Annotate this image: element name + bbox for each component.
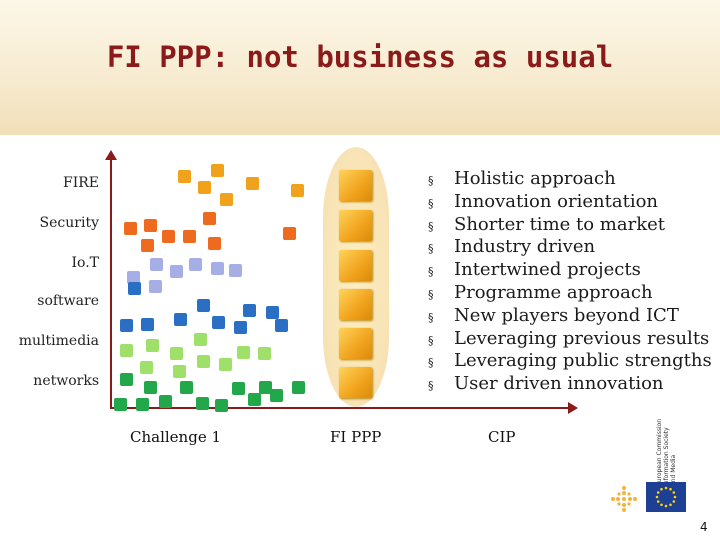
- software-project-square: [212, 316, 225, 329]
- bullet-item: § Industry driven: [428, 236, 712, 259]
- bullet-mark: §: [428, 287, 434, 301]
- software-project-square: [174, 313, 187, 326]
- fire-project-square: [178, 170, 191, 183]
- bullet-mark: §: [428, 379, 434, 393]
- software-project-square: [275, 319, 288, 332]
- networks-project-square: [196, 397, 209, 410]
- x-axis-arrow: [110, 402, 578, 414]
- fire-project-square: [246, 177, 259, 190]
- category-security: Security: [39, 215, 99, 231]
- multimedia-project-square: [170, 347, 183, 360]
- x-label-fippp: FI PPP: [330, 428, 382, 446]
- software-project-square: [243, 304, 256, 317]
- networks-project-square: [270, 389, 283, 402]
- multimedia-project-square: [197, 355, 210, 368]
- bullet-mark: §: [428, 174, 434, 187]
- bullet-item: § Holistic approach: [428, 168, 712, 191]
- multimedia-project-square: [219, 358, 232, 371]
- networks-project-square: [259, 381, 272, 394]
- y-axis-arrow: [105, 150, 117, 408]
- networks-project-square: [159, 395, 172, 408]
- security-project-square: [141, 239, 154, 252]
- networks-project-square: [232, 382, 245, 395]
- networks-project-square: [114, 398, 127, 411]
- multimedia-project-square: [146, 339, 159, 352]
- iot-project-square: [127, 271, 140, 284]
- category-software: software: [37, 293, 99, 309]
- multimedia-project-square: [173, 365, 186, 378]
- software-project-square: [234, 321, 247, 334]
- fire-project-square: [220, 193, 233, 206]
- header-band: [0, 0, 720, 135]
- networks-project-square: [136, 398, 149, 411]
- iot-project-square: [149, 280, 162, 293]
- security-project-square: [162, 230, 175, 243]
- software-project-square: [197, 299, 210, 312]
- bullet-item: § Programme approach: [428, 282, 712, 305]
- bullet-item: § Leveraging previous results: [428, 328, 712, 351]
- networks-project-square: [180, 381, 193, 394]
- bullet-mark: §: [428, 265, 434, 279]
- bullet-item: § New players beyond ICT: [428, 305, 712, 328]
- multimedia-project-square: [140, 361, 153, 374]
- x-label-challenge1: Challenge 1: [130, 428, 222, 446]
- multimedia-project-square: [258, 347, 271, 360]
- networks-project-square: [248, 393, 261, 406]
- security-project-square: [208, 237, 221, 250]
- security-project-square: [183, 230, 196, 243]
- bullet-item: § Leveraging public strengths: [428, 350, 712, 373]
- multimedia-project-square: [237, 346, 250, 359]
- multimedia-project-square: [194, 333, 207, 346]
- x-label-cip: CIP: [488, 428, 516, 446]
- fire-project-square: [291, 184, 304, 197]
- networks-project-square: [144, 381, 157, 394]
- security-project-square: [124, 222, 137, 235]
- bullet-list: § Holistic approach § Innovation orientati…: [428, 168, 712, 396]
- bullet-item: § Innovation orientation: [428, 191, 712, 214]
- bullet-item: § Intertwined projects: [428, 259, 712, 282]
- security-project-square: [144, 219, 157, 232]
- software-project-square: [120, 319, 133, 332]
- software-project-square: [141, 318, 154, 331]
- security-project-square: [203, 212, 216, 225]
- category-iot: Io.T: [71, 255, 99, 271]
- fi-ppp-square: [339, 328, 372, 359]
- networks-project-square: [120, 373, 133, 386]
- fi-ppp-square: [339, 289, 372, 320]
- bullet-mark: §: [428, 356, 434, 370]
- page-number: 4: [700, 520, 708, 534]
- bullet-item: § Shorter time to market: [428, 214, 712, 237]
- networks-project-square: [292, 381, 305, 394]
- category-networks: networks: [33, 373, 99, 389]
- bullet-mark: §: [428, 196, 434, 210]
- iot-project-square: [229, 264, 242, 277]
- fi-ppp-square: [339, 170, 372, 201]
- fi-ppp-square: [339, 210, 372, 241]
- fi-ppp-square: [339, 250, 372, 281]
- iot-project-square: [150, 258, 163, 271]
- category-fire: FIRE: [62, 175, 99, 191]
- bullet-mark: §: [428, 310, 434, 324]
- fi-ppp-square: [339, 367, 372, 398]
- bullet-item: § User driven innovation: [428, 373, 712, 396]
- ec-logo-text: European Commission Information Society a…: [656, 418, 677, 486]
- software-project-square: [266, 306, 279, 319]
- bullet-mark: §: [428, 242, 434, 256]
- fire-project-square: [198, 181, 211, 194]
- security-project-square: [283, 227, 296, 240]
- iot-project-square: [170, 265, 183, 278]
- bullet-mark: §: [428, 333, 434, 347]
- iot-project-square: [189, 258, 202, 271]
- networks-project-square: [215, 399, 228, 412]
- bullet-mark: §: [428, 219, 434, 233]
- category-multimedia: multimedia: [18, 333, 99, 349]
- dots-logo-icon: [611, 486, 637, 512]
- eu-flag-icon: [646, 482, 686, 512]
- software-project-square: [128, 282, 141, 295]
- multimedia-project-square: [120, 344, 133, 357]
- iot-project-square: [211, 262, 224, 275]
- slide-title: FI PPP: not business as usual: [106, 40, 614, 74]
- fire-project-square: [211, 164, 224, 177]
